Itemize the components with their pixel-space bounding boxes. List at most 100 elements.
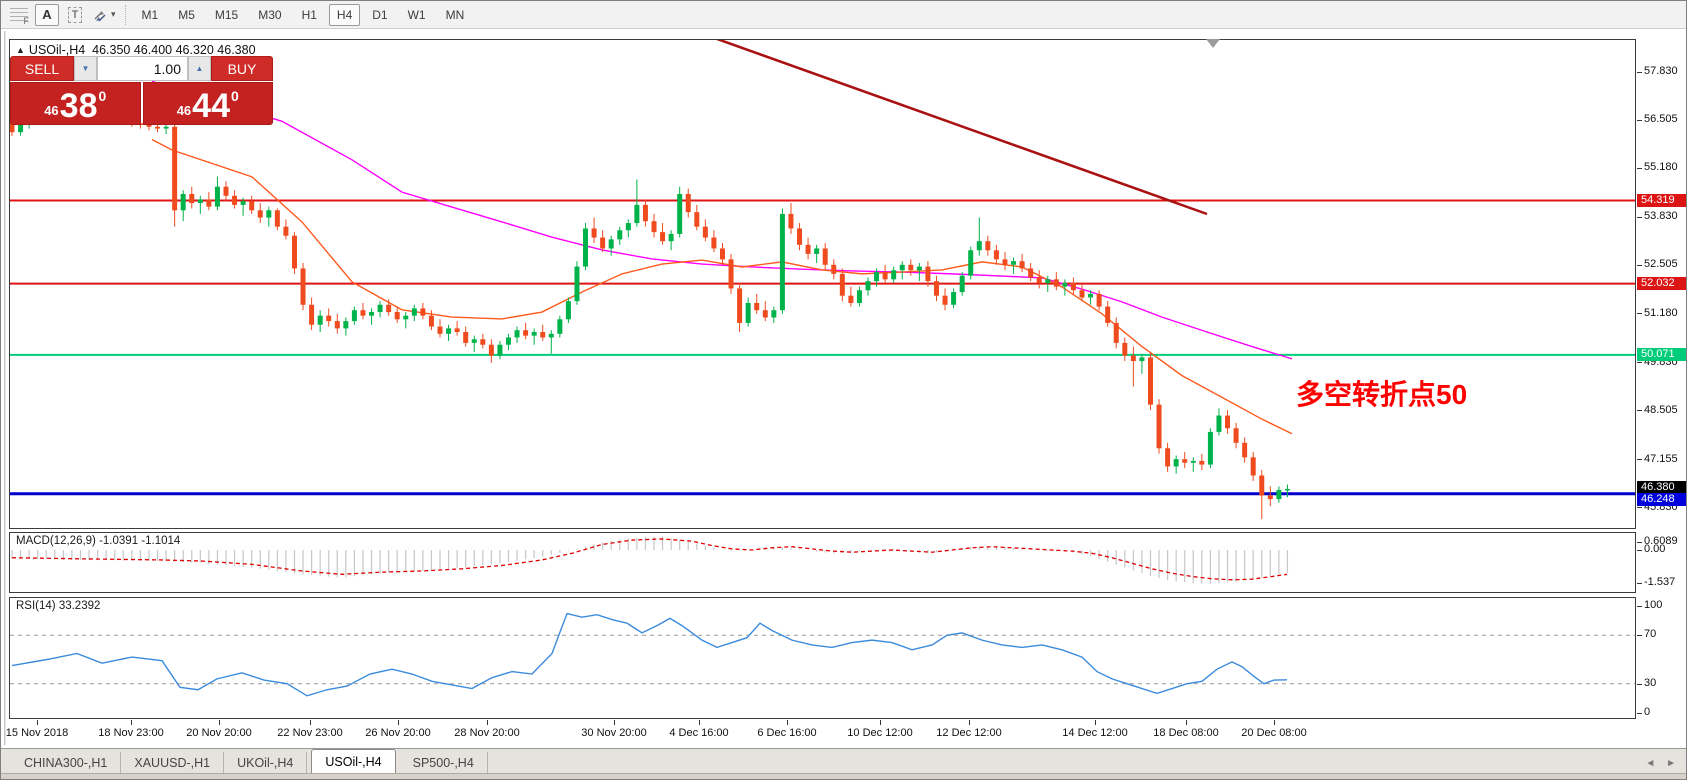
candle xyxy=(206,199,212,207)
candle xyxy=(274,210,280,227)
candle xyxy=(1062,282,1068,287)
candle xyxy=(403,315,409,320)
timeframe-button-m30[interactable]: M30 xyxy=(258,7,282,22)
buy-price-box[interactable]: 46 44 0 xyxy=(142,82,273,125)
collapse-triangle-icon: ▲ xyxy=(16,45,25,55)
tab-scroll-arrows-icon[interactable]: ◄ ► xyxy=(1645,758,1680,769)
text-tool-icon: A xyxy=(42,7,52,22)
tab-ukoil-h4[interactable]: UKOil-,H4 xyxy=(224,752,308,773)
candle xyxy=(951,292,957,305)
buy-button[interactable]: BUY xyxy=(211,56,273,81)
text-tool-button[interactable]: A xyxy=(35,3,59,26)
candle xyxy=(249,201,255,211)
candle xyxy=(642,204,648,222)
candle xyxy=(488,344,494,356)
tab-china300-h1[interactable]: CHINA300-,H1 xyxy=(11,752,122,773)
volume-decrease-button[interactable]: ▼ xyxy=(74,56,97,81)
candle xyxy=(1113,322,1119,343)
macd-canvas[interactable] xyxy=(10,533,1635,592)
candle xyxy=(985,241,991,251)
tab-usoil-h4[interactable]: USOil-,H4 xyxy=(311,749,396,773)
candle xyxy=(1122,342,1128,356)
fibonacci-tool-button[interactable]: F xyxy=(7,4,31,26)
candle xyxy=(1233,428,1239,443)
candle xyxy=(240,201,246,205)
sell-button[interactable]: SELL xyxy=(10,56,74,81)
candle xyxy=(497,344,503,356)
timeframe-button-w1[interactable]: W1 xyxy=(407,7,426,22)
timeframe-button-m5[interactable]: M5 xyxy=(178,7,195,22)
candle xyxy=(617,230,623,240)
candle xyxy=(394,312,400,320)
candle xyxy=(882,272,888,280)
candle xyxy=(925,266,931,282)
candle xyxy=(745,302,751,323)
text-label-tool-button[interactable]: T xyxy=(63,4,87,26)
macd-label: MACD(12,26,9) -1.0391 -1.1014 xyxy=(16,535,181,547)
candle xyxy=(728,259,734,289)
candle xyxy=(685,193,691,213)
toolbar-separator xyxy=(124,4,126,25)
candle xyxy=(1182,459,1188,463)
candle xyxy=(411,308,417,316)
candle xyxy=(557,319,563,334)
timeframe-button-mn[interactable]: MN xyxy=(445,7,465,22)
volume-input[interactable]: 1.00 xyxy=(97,56,188,81)
candle xyxy=(565,301,571,320)
bar-low: 46.320 xyxy=(175,43,214,57)
chart-title: ▲ USOil-,H4 46.350 46.400 46.320 46.380 xyxy=(16,43,256,57)
candle xyxy=(1036,277,1042,283)
volume-increase-button[interactable]: ▲ xyxy=(188,56,211,81)
candle xyxy=(797,228,803,245)
candle xyxy=(591,228,597,238)
tab-xauusd-h1[interactable]: XAUUSD-,H1 xyxy=(121,752,225,773)
candle xyxy=(668,233,674,242)
candle xyxy=(1053,279,1059,287)
price-chart-canvas[interactable] xyxy=(10,40,1635,528)
chart-shift-marker-icon[interactable] xyxy=(1206,39,1220,48)
candle xyxy=(266,210,272,218)
timeframe-button-h4[interactable]: H4 xyxy=(328,3,361,26)
candle xyxy=(1130,355,1136,362)
candle xyxy=(933,281,939,296)
candle xyxy=(600,237,606,249)
timeframe-button-h1[interactable]: H1 xyxy=(301,7,317,22)
candle xyxy=(831,264,837,274)
candle xyxy=(514,330,520,338)
candle xyxy=(968,250,974,276)
candle xyxy=(891,270,897,280)
candle xyxy=(660,232,666,242)
chart-tabs-bar: CHINA300-,H1 XAUUSD-,H1 UKOil-,H4 USOil-,H4… xyxy=(1,748,1686,773)
timeframe-button-d1[interactable]: D1 xyxy=(372,7,388,22)
candle xyxy=(1165,448,1171,467)
candle xyxy=(1147,357,1153,405)
candle xyxy=(428,315,434,327)
candle xyxy=(711,237,717,249)
candle xyxy=(822,248,828,265)
candle xyxy=(677,193,683,234)
candle xyxy=(694,212,700,227)
sell-price-box[interactable]: 46 38 0 xyxy=(10,82,141,125)
macd-pane[interactable]: MACD(12,26,9) -1.0391 -1.1014 xyxy=(9,532,1636,593)
candle xyxy=(343,321,349,329)
timeframe-button-m15[interactable]: M15 xyxy=(214,7,239,22)
tab-sp500-h4[interactable]: SP500-,H4 xyxy=(400,752,488,773)
rsi-canvas[interactable] xyxy=(10,598,1635,718)
candle xyxy=(993,250,999,260)
candle xyxy=(540,332,546,338)
candle xyxy=(351,310,357,322)
arrows-tool-button[interactable]: ▾ xyxy=(91,4,117,26)
sell-price-prefix: 46 xyxy=(44,103,59,118)
candle xyxy=(223,186,229,196)
candle xyxy=(762,310,768,318)
price-chart-pane[interactable]: ▲ USOil-,H4 46.350 46.400 46.320 46.380 S… xyxy=(9,39,1636,529)
candle xyxy=(608,239,614,249)
candle xyxy=(257,210,263,218)
arrows-icon xyxy=(94,10,106,22)
candle xyxy=(848,295,854,303)
rsi-pane[interactable]: RSI(14) 33.2392 xyxy=(9,597,1636,719)
timeframe-button-m1[interactable]: M1 xyxy=(141,7,159,22)
candle xyxy=(908,264,914,271)
candle xyxy=(1011,261,1017,265)
candle xyxy=(309,304,315,325)
